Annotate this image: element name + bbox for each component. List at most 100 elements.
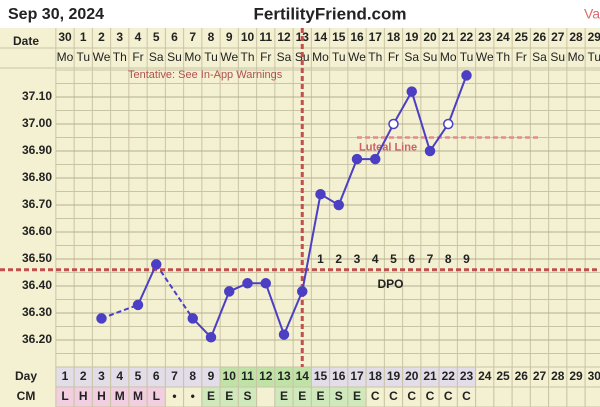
dpo-number: 1 (317, 252, 324, 266)
cm-cell (511, 386, 531, 407)
date-label: 18 (387, 30, 401, 44)
day-number: 18 (369, 369, 383, 383)
date-label: 10 (241, 30, 255, 44)
cm-value: • (172, 389, 176, 403)
cm-cell (475, 386, 495, 407)
temp-point (297, 286, 308, 297)
weekday-label: Tu (76, 50, 90, 64)
cm-value: S (243, 389, 251, 403)
note: Tentative: See In-App Warnings (128, 69, 283, 81)
date-label: 1 (80, 30, 87, 44)
cm-value: E (225, 389, 233, 403)
y-tick-label: 36.80 (22, 170, 52, 184)
cm-cell (256, 386, 276, 407)
date-label: 15 (332, 30, 346, 44)
chart-background (0, 28, 600, 407)
day-number: 20 (405, 369, 419, 383)
date-label: 24 (496, 30, 510, 44)
day-number: 10 (223, 369, 237, 383)
day-number: 24 (478, 369, 492, 383)
weekday-label: Mo (568, 50, 585, 64)
temp-line (210, 291, 231, 338)
day-number: 15 (314, 369, 328, 383)
temp-point (278, 329, 290, 340)
weekday-label: Fr (260, 50, 271, 64)
date-label: 16 (350, 30, 364, 44)
temp-line (155, 263, 194, 319)
cm-cell (548, 386, 568, 407)
cm-cell (584, 386, 600, 407)
luteal-label: Luteal Line (359, 141, 417, 153)
y-tick-label: 36.70 (22, 197, 52, 211)
temp-line (429, 123, 450, 152)
day-number: 29 (569, 369, 583, 383)
day-number: 28 (551, 369, 565, 383)
y-tick-label: 37.10 (22, 89, 52, 103)
weekday-label: Fr (132, 50, 143, 64)
date-label: 4 (135, 30, 142, 44)
date-label: 17 (369, 30, 383, 44)
y-tick-label: 37.00 (22, 116, 52, 130)
y-tick-label: 36.30 (22, 305, 52, 319)
weekday-label: We (348, 50, 366, 64)
cm-cell (529, 386, 550, 407)
temp-point (461, 70, 472, 81)
y-tick-label: 36.40 (22, 278, 52, 292)
temp-line (283, 291, 304, 335)
day-number: 2 (80, 369, 87, 383)
date-label: 27 (551, 30, 565, 44)
weekday-label: Sa (404, 50, 419, 64)
date-label: 21 (442, 30, 456, 44)
temp-point (205, 332, 217, 343)
weekday-label: Th (496, 50, 510, 64)
day-number: 1 (62, 369, 69, 383)
weekday-label: Tu (332, 50, 346, 64)
weekday-label: Tu (587, 50, 600, 64)
day-number: 4 (116, 369, 123, 383)
cm-value: E (280, 389, 288, 403)
dpo-number: 5 (390, 252, 397, 266)
day-number: 11 (241, 369, 254, 383)
cm-value: M (133, 389, 143, 403)
cm-value: E (207, 389, 215, 403)
day-number: 26 (515, 369, 529, 383)
temp-line (101, 303, 139, 320)
date-label: Date (13, 34, 39, 48)
dpo-number: 9 (463, 252, 470, 266)
day-number: 5 (135, 369, 142, 383)
date-label: 22 (460, 30, 474, 44)
temp-point (370, 153, 381, 165)
cm-value: E (298, 389, 306, 403)
weekday-label: Mo (440, 50, 457, 64)
cm-cell (566, 386, 586, 407)
temp-point (132, 299, 144, 311)
temp-line (264, 282, 285, 335)
temp-line (374, 123, 395, 160)
cm-value: E (316, 389, 324, 403)
date-label: 11 (259, 30, 272, 44)
date-label: 14 (314, 30, 328, 44)
date-label: 3 (116, 30, 123, 44)
weekday-label: We (220, 50, 238, 64)
temp-line (301, 194, 322, 292)
weekday-label: Tu (204, 50, 218, 64)
day-number: 19 (387, 369, 401, 383)
weekday-label: Fr (516, 50, 527, 64)
date-label: 5 (153, 30, 160, 44)
weekday-label: Th (240, 50, 254, 64)
temp-point (333, 199, 344, 211)
dpo-number: 3 (354, 252, 361, 266)
day-number: 23 (460, 369, 474, 383)
cm-cell (493, 386, 513, 407)
cut-text: Va (584, 6, 600, 22)
date-label: 9 (226, 30, 233, 44)
temp-point (315, 188, 326, 200)
date-label: 26 (533, 30, 547, 44)
day-number: 9 (208, 369, 215, 383)
dpo-number: 6 (408, 252, 415, 266)
dpo-label: DPO (377, 277, 403, 291)
cm-value: M (115, 389, 125, 403)
weekday-label: Mo (57, 50, 74, 64)
temp-line (337, 158, 358, 206)
date-label: 7 (189, 30, 196, 44)
